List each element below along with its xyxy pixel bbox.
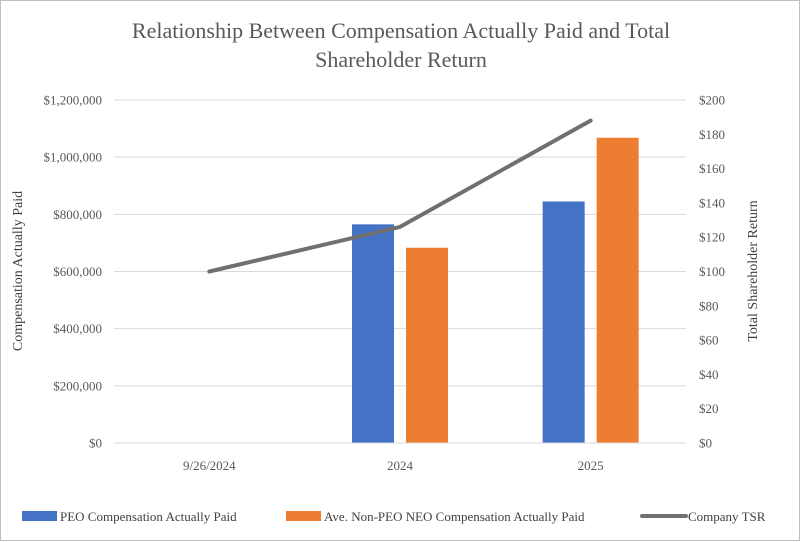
x-tick-label: 9/26/2024 <box>183 458 236 473</box>
x-tick-label: 2025 <box>578 458 604 473</box>
legend-label: Ave. Non-PEO NEO Compensation Actually P… <box>324 509 585 524</box>
y-left-tick-label: $1,200,000 <box>44 93 103 108</box>
legend-label: PEO Compensation Actually Paid <box>60 509 237 524</box>
y-right-tick-label: $120 <box>699 230 725 245</box>
chart-title-line-1: Relationship Between Compensation Actual… <box>132 18 670 43</box>
legend: PEO Compensation Actually Paid Ave. Non-P… <box>22 509 766 524</box>
y-right-tick-label: $20 <box>699 401 719 416</box>
legend-label: Company TSR <box>688 509 766 524</box>
y-right-tick-label: $180 <box>699 127 725 142</box>
y-right-tick-label: $200 <box>699 93 725 108</box>
legend-swatch <box>22 511 57 521</box>
y-right-tick-label: $80 <box>699 298 719 313</box>
bar <box>352 224 394 443</box>
y-left-tick-label: $1,000,000 <box>44 150 103 165</box>
bar <box>406 248 448 443</box>
y-left-tick-label: $600,000 <box>53 264 102 279</box>
legend-swatch <box>286 511 321 521</box>
tsr-line <box>209 121 590 272</box>
bar <box>597 138 639 443</box>
y-axis-right-label: Total Shareholder Return <box>746 200 761 341</box>
x-tick-label: 2024 <box>387 458 414 473</box>
y-right-tick-label: $60 <box>699 333 719 348</box>
y-left-tick-label: $0 <box>89 436 102 451</box>
y-left-tick-label: $400,000 <box>53 321 102 336</box>
chart-title-line-2: Shareholder Return <box>315 47 487 72</box>
y-axis-left-label: Compensation Actually Paid <box>11 191 26 351</box>
y-right-tick-label: $40 <box>699 367 719 382</box>
y-right-tick-label: $140 <box>699 195 725 210</box>
y-left-tick-label: $800,000 <box>53 207 102 222</box>
bar <box>543 201 585 443</box>
y-left-tick-label: $200,000 <box>53 378 102 393</box>
y-right-tick-label: $100 <box>699 264 725 279</box>
y-right-tick-label: $160 <box>699 161 725 176</box>
y-right-tick-label: $0 <box>699 436 712 451</box>
